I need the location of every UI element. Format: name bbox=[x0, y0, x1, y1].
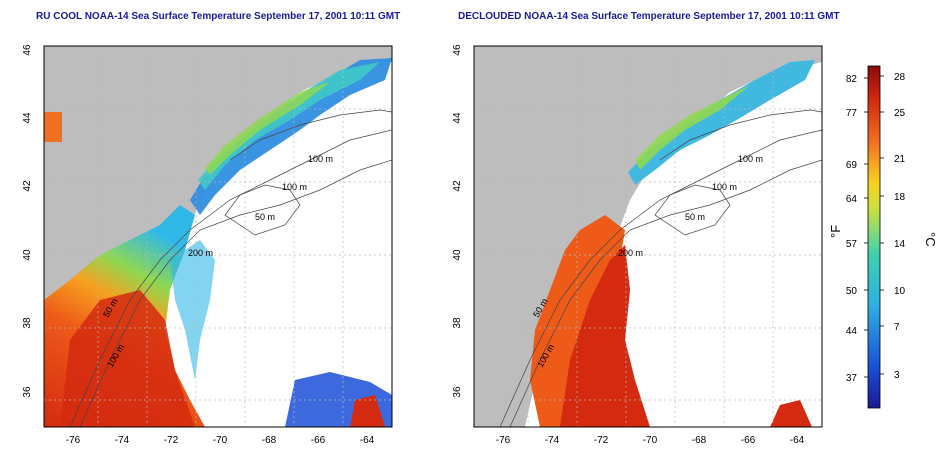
celsius-tick: 10 bbox=[894, 286, 906, 297]
cold-water-band bbox=[190, 58, 392, 215]
fahrenheit-unit-label: °F bbox=[830, 225, 843, 238]
hot-water bbox=[560, 245, 650, 427]
lat-tick: 44 bbox=[22, 112, 33, 124]
celsius-tick: 7 bbox=[894, 322, 900, 333]
contour-200m bbox=[79, 159, 392, 427]
lon-tick: -64 bbox=[360, 435, 375, 446]
mild-water-band bbox=[635, 85, 750, 170]
celsius-tick: 14 bbox=[894, 239, 906, 250]
lon-tick: -70 bbox=[643, 435, 658, 446]
lon-tick: -68 bbox=[692, 435, 707, 446]
contour-label: 100 m bbox=[282, 182, 307, 192]
celsius-tick: 3 bbox=[894, 370, 900, 381]
mid-water-streaks bbox=[170, 240, 215, 380]
lat-tick: 42 bbox=[22, 180, 33, 192]
fahrenheit-tick: 50 bbox=[846, 286, 858, 297]
lon-tick: -76 bbox=[66, 435, 81, 446]
lat-tick: 38 bbox=[22, 317, 33, 329]
contour-100m bbox=[69, 129, 392, 427]
contour-label: 100 m bbox=[712, 182, 737, 192]
left-map: 100 m 100 m 50 m 200 m 50 m 100 m 46 44 … bbox=[22, 44, 393, 446]
contour-label: 50 m bbox=[685, 212, 705, 222]
contour-label: 50 m bbox=[255, 212, 275, 222]
lon-tick: -74 bbox=[115, 435, 130, 446]
hot-water bbox=[60, 290, 195, 427]
south-east-hot-patch bbox=[350, 395, 385, 427]
celsius-tick: 25 bbox=[894, 108, 906, 119]
cool-water-band bbox=[628, 60, 815, 185]
colorbar: 82 77 69 64 57 50 44 37 28 25 21 18 14 1… bbox=[830, 65, 938, 409]
lat-tick: 42 bbox=[452, 180, 463, 192]
contour-label: 200 m bbox=[618, 248, 643, 258]
left-map-title: RU COOL NOAA-14 Sea Surface Temperature … bbox=[36, 11, 401, 22]
lat-tick: 46 bbox=[452, 44, 463, 56]
land-mass bbox=[44, 46, 392, 427]
lat-tick: 36 bbox=[452, 386, 463, 398]
offshore-warm-patch bbox=[44, 112, 62, 142]
lat-tick: 44 bbox=[452, 112, 463, 124]
contour-50m bbox=[224, 184, 301, 236]
right-map-title: DECLOUDED NOAA-14 Sea Surface Temperatur… bbox=[458, 11, 840, 22]
lon-tick: -66 bbox=[741, 435, 756, 446]
fahrenheit-tick: 57 bbox=[846, 239, 858, 250]
contour-gom bbox=[659, 109, 822, 161]
celsius-tick: 18 bbox=[894, 192, 906, 203]
right-map: 100 m 100 m 50 m 200 m 50 m 100 m 46 44 … bbox=[452, 44, 823, 446]
lon-tick: -68 bbox=[262, 435, 277, 446]
lat-tick: 40 bbox=[452, 249, 463, 261]
lon-tick: -70 bbox=[213, 435, 228, 446]
lat-tick: 38 bbox=[452, 317, 463, 329]
mild-water-band bbox=[205, 82, 330, 175]
lat-tick: 46 bbox=[22, 44, 33, 56]
contour-gom bbox=[229, 109, 392, 161]
lon-tick: -72 bbox=[164, 435, 179, 446]
celsius-unit-label: °C bbox=[923, 232, 938, 247]
contour-label: 100 m bbox=[738, 154, 763, 164]
lon-tick: -66 bbox=[311, 435, 326, 446]
lon-tick: -72 bbox=[594, 435, 609, 446]
fahrenheit-tick: 64 bbox=[846, 194, 858, 205]
contour-50m bbox=[654, 184, 731, 236]
south-east-hot-patch bbox=[770, 400, 812, 427]
lon-tick: -64 bbox=[790, 435, 805, 446]
lat-tick: 36 bbox=[22, 386, 33, 398]
colorbar-gradient bbox=[867, 65, 881, 409]
fahrenheit-tick: 37 bbox=[846, 373, 858, 384]
lon-tick: -74 bbox=[545, 435, 560, 446]
lon-tick: -76 bbox=[496, 435, 511, 446]
contour-200m bbox=[509, 159, 822, 427]
cool-water-band bbox=[198, 62, 380, 190]
contour-100m bbox=[499, 129, 822, 427]
fahrenheit-tick: 44 bbox=[846, 326, 858, 337]
land-mass bbox=[474, 46, 822, 427]
celsius-tick: 21 bbox=[894, 154, 906, 165]
contour-label: 100 m bbox=[308, 154, 333, 164]
contour-label: 200 m bbox=[188, 248, 213, 258]
fahrenheit-tick: 82 bbox=[846, 74, 858, 85]
lat-tick: 40 bbox=[22, 249, 33, 261]
fahrenheit-tick: 69 bbox=[846, 160, 858, 171]
celsius-tick: 28 bbox=[894, 72, 906, 83]
fahrenheit-tick: 77 bbox=[846, 108, 858, 119]
